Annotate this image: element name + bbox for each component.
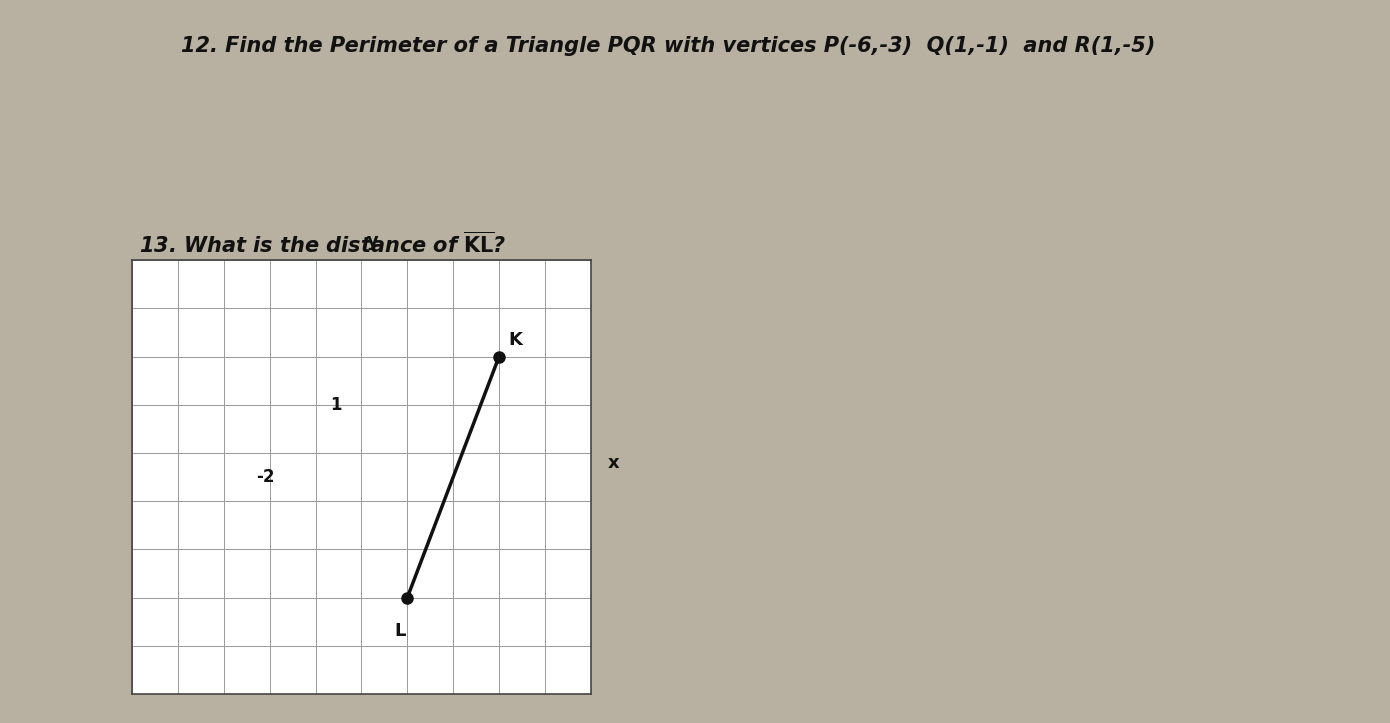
Text: K: K	[509, 331, 523, 349]
Text: 13. What is the distance of $\mathbf{\overline{KL}}$?: 13. What is the distance of $\mathbf{\ov…	[139, 231, 506, 257]
Text: -2: -2	[256, 468, 274, 486]
Text: 1: 1	[331, 396, 342, 414]
Text: 12. Find the Perimeter of a Triangle PQR with vertices P(-6,-3)  Q(1,-1)  and R(: 12. Find the Perimeter of a Triangle PQR…	[181, 36, 1155, 56]
Text: L: L	[395, 622, 406, 640]
Text: y: y	[367, 232, 378, 250]
Text: x: x	[607, 453, 620, 471]
